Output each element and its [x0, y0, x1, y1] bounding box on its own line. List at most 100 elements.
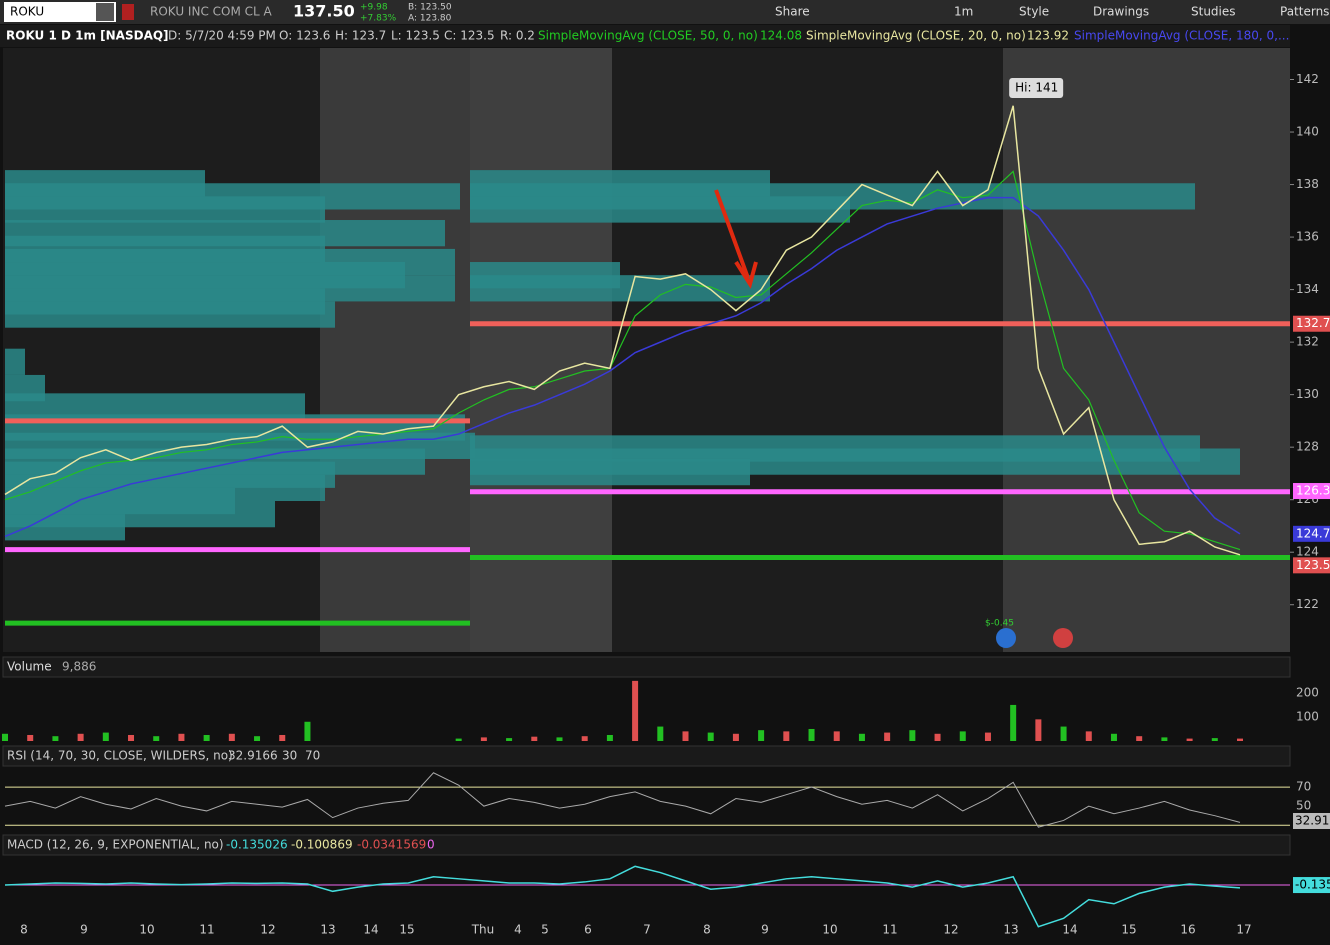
x-tick-label: 11 — [199, 923, 214, 937]
price-badge — [1293, 525, 1330, 542]
sma180-line — [4, 196, 1241, 538]
company: ROKU INC COM CL A — [150, 5, 273, 19]
volume-bar — [153, 736, 160, 741]
info-date: D: 5/7/20 4:59 PM — [168, 29, 276, 43]
volume-bar — [732, 733, 739, 741]
symbol[interactable]: ROKU — [10, 5, 44, 19]
symbol-box[interactable] — [4, 2, 116, 22]
x-tick-label: Thu — [471, 923, 495, 937]
volume-bar — [606, 734, 613, 741]
volume-bar — [279, 734, 286, 741]
volume-bar — [632, 680, 639, 741]
x-tick-label: 4 — [514, 923, 522, 937]
earnings-icon — [996, 628, 1016, 648]
volume-bar — [531, 736, 538, 741]
volume-bar — [682, 731, 689, 741]
x-tick-label: 14 — [1062, 923, 1077, 937]
info-bar — [0, 25, 1290, 47]
x-tick-label: 13 — [1003, 923, 1018, 937]
rsi-line — [4, 772, 1241, 828]
volume-bar — [27, 734, 34, 741]
volume-bar — [1085, 731, 1092, 741]
rsi-badge — [1293, 813, 1330, 829]
y-tick-label: 124 — [1296, 545, 1319, 559]
info-close: C: 123.5 — [444, 29, 495, 43]
volume-bar — [2, 733, 8, 741]
price-badge — [1293, 315, 1330, 332]
panel-value: 70 — [305, 749, 320, 763]
symbol-dropdown[interactable] — [96, 3, 114, 21]
info-open: O: 123.6 — [279, 29, 330, 43]
price-badge — [1293, 557, 1330, 574]
volume-bar — [1136, 736, 1143, 741]
volume-bar — [909, 730, 916, 741]
volume-bar — [128, 734, 135, 741]
panel-title: MACD (12, 26, 9, EXPONENTIAL, no) — [7, 838, 224, 852]
volume-bar — [480, 737, 487, 741]
info-high: H: 123.7 — [335, 29, 386, 43]
x-tick-label: 5 — [541, 923, 549, 937]
volume-bar — [984, 732, 991, 741]
volume-profile-bar — [5, 514, 125, 541]
y-tick-label: 142 — [1296, 72, 1319, 86]
panel-title: RSI (14, 70, 30, CLOSE, WILDERS, no) — [7, 749, 233, 763]
x-tick-label: 15 — [399, 923, 414, 937]
y-tick-label: 136 — [1296, 230, 1319, 244]
toolbar-button[interactable]: Studies — [1191, 5, 1236, 19]
y-tick-label: 70 — [1296, 780, 1311, 794]
price-badge-label: 132.7 — [1296, 316, 1330, 330]
toolbar-button[interactable]: Share — [775, 5, 810, 19]
change: +9.98 — [360, 3, 388, 13]
volume-profile-bar — [5, 301, 335, 328]
volume-bar — [959, 731, 966, 741]
macd-badge-label: -0.135 — [1295, 878, 1330, 892]
volume-bar — [884, 732, 891, 741]
last-price: 137.50 — [293, 2, 355, 21]
panel-header — [2, 745, 1291, 767]
y-tick-label: 100 — [1296, 709, 1319, 723]
panel-header — [2, 656, 1291, 678]
x-tick-label: 6 — [584, 923, 592, 937]
x-tick-label: 12 — [260, 923, 275, 937]
y-tick-label: 122 — [1296, 597, 1319, 611]
volume-profile-bar — [470, 196, 850, 223]
x-tick-label: 8 — [703, 923, 711, 937]
sma50-line — [4, 170, 1241, 551]
x-tick-label: 11 — [882, 923, 897, 937]
link-icon[interactable] — [122, 4, 134, 20]
panel-value: 30 — [282, 749, 297, 763]
y-tick-label: 132 — [1296, 335, 1319, 349]
change-pct: +7.83% — [360, 14, 397, 24]
volume-bar — [1237, 738, 1243, 741]
toolbar-button[interactable]: Patterns — [1280, 5, 1329, 19]
volume-bar — [1161, 737, 1168, 741]
panel-title: Volume — [7, 660, 52, 674]
study-name: SimpleMovingAvg (CLOSE, 20, 0, no) — [806, 29, 1026, 43]
panel-value: 32.9166 — [228, 749, 278, 763]
x-tick-label: 7 — [643, 923, 651, 937]
info-range: R: 0.2 — [500, 29, 535, 43]
volume-bar — [808, 728, 815, 741]
rsi-badge-label: 32.91 — [1295, 814, 1329, 828]
toolbar-button[interactable]: 1m — [954, 5, 973, 19]
price-badge-label: 126.33 — [1296, 484, 1330, 498]
x-tick-label: 16 — [1180, 923, 1195, 937]
toolbar-button[interactable]: Drawings — [1093, 5, 1149, 19]
volume-bar — [858, 733, 865, 741]
volume-bar — [1060, 726, 1067, 741]
price-badge-label: 124.7 — [1296, 526, 1330, 540]
volume-bar — [1211, 738, 1218, 741]
session-shade — [470, 48, 612, 652]
study-value: 123.92 — [1027, 29, 1069, 43]
x-tick-label: 14 — [363, 923, 378, 937]
volume-bar — [1186, 738, 1193, 741]
volume-bar — [77, 733, 84, 741]
y-tick-label: 128 — [1296, 440, 1319, 454]
volume-bar — [506, 738, 513, 741]
toolbar-button[interactable]: Style — [1019, 5, 1049, 19]
volume-bar — [52, 736, 59, 741]
high-bubble — [1009, 78, 1064, 98]
study-value: 124.08 — [760, 29, 802, 43]
y-tick-label: 130 — [1296, 387, 1319, 401]
price-badge-label: 123.5 — [1296, 558, 1330, 572]
